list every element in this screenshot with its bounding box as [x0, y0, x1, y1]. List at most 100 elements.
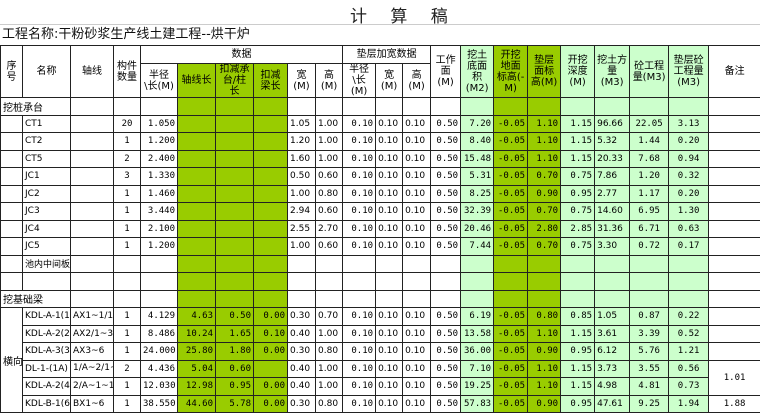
work-cell	[431, 273, 461, 291]
axis-len-cell	[178, 255, 216, 273]
header-pad-h: 高(M)	[403, 64, 431, 98]
concrete-cell: 0.72	[630, 238, 669, 256]
deduct-cap-cell	[216, 133, 254, 151]
work-cell: 0.50	[431, 325, 461, 343]
deduct-cap-cell: 1.65	[216, 325, 254, 343]
table-row: DL-1-(1A)1/A~2/1~1/224.4365.040.600.401.…	[1, 360, 760, 378]
cell	[376, 290, 403, 308]
pad-w-cell: 0.10	[376, 115, 403, 133]
seq-cell	[1, 185, 23, 203]
pad-w-cell: 0.10	[376, 220, 403, 238]
width-cell: 0.40	[288, 360, 316, 378]
table-row	[1, 273, 760, 291]
qty-cell: 2	[114, 360, 141, 378]
cell	[595, 98, 630, 116]
header-radius: 半径\长(M)	[141, 64, 178, 98]
header-height: 高(M)	[316, 64, 343, 98]
base-area-cell: 19.25	[461, 378, 494, 396]
work-cell: 0.50	[431, 133, 461, 151]
concrete-cell: 1.44	[630, 133, 669, 151]
table-row: 池内中间板(JC4)	[1, 255, 760, 273]
ground-elev-cell: -0.05	[494, 343, 528, 361]
cell	[595, 290, 630, 308]
qty-cell: 1	[114, 238, 141, 256]
width-cell: 1.00	[288, 238, 316, 256]
pad-r-cell: 0.10	[343, 378, 376, 396]
remark-cell	[709, 115, 760, 133]
header-qty: 构件数量	[114, 46, 141, 98]
height-cell	[316, 273, 343, 291]
work-cell: 0.50	[431, 150, 461, 168]
pad-elev-cell	[528, 273, 561, 291]
axis-cell	[71, 133, 114, 151]
pad-h-cell: 0.10	[403, 308, 431, 326]
radius-cell: 2.100	[141, 220, 178, 238]
pad-r-cell: 0.10	[343, 133, 376, 151]
deduct-beam-cell	[254, 238, 288, 256]
qty-cell: 1	[114, 378, 141, 396]
remark-cell	[709, 168, 760, 186]
header-data: 数据	[141, 46, 343, 64]
pad-h-cell: 0.10	[403, 133, 431, 151]
pad-concrete-cell: 3.13	[669, 115, 709, 133]
header-deduct-cap: 扣减承台/柱长	[216, 64, 254, 98]
earth-cell: 1.05	[595, 308, 630, 326]
qty-cell: 2	[114, 150, 141, 168]
axis-cell	[71, 115, 114, 133]
seq-cell	[1, 150, 23, 168]
name-cell: KDL-A-2(2A)	[23, 325, 71, 343]
header-earth: 挖土方量(M3)	[595, 46, 630, 98]
earth-cell: 3.61	[595, 325, 630, 343]
sheet-title: 计 算 稿	[350, 2, 457, 27]
pad-elev-cell: 0.70	[528, 203, 561, 221]
height-cell: 0.60	[316, 168, 343, 186]
depth-cell: 1.15	[561, 378, 595, 396]
cell	[288, 98, 316, 116]
cell	[403, 98, 431, 116]
depth-cell: 1.15	[561, 115, 595, 133]
concrete-cell: 5.76	[630, 343, 669, 361]
cell	[178, 98, 216, 116]
axis-len-cell: 10.24	[178, 325, 216, 343]
pad-w-cell: 0.10	[376, 325, 403, 343]
cell	[178, 290, 216, 308]
height-cell: 0.80	[316, 185, 343, 203]
header-seq: 序号	[1, 46, 23, 98]
axis-len-cell	[178, 185, 216, 203]
height-cell: 0.70	[316, 308, 343, 326]
qty-cell: 1	[114, 308, 141, 326]
pad-concrete-cell: 1.94	[669, 395, 709, 413]
remark-cell	[709, 273, 760, 291]
cell	[71, 98, 114, 116]
deduct-cap-cell	[216, 203, 254, 221]
width-cell: 1.00	[288, 185, 316, 203]
deduct-beam-cell: 0.00	[254, 308, 288, 326]
depth-cell	[561, 255, 595, 273]
name-cell: CT5	[23, 150, 71, 168]
cell	[494, 98, 528, 116]
pad-elev-cell: 1.10	[528, 360, 561, 378]
pad-elev-cell	[528, 255, 561, 273]
depth-cell: 1.15	[561, 325, 595, 343]
earth-cell: 20.33	[595, 150, 630, 168]
remark-cell	[709, 238, 760, 256]
work-cell: 0.50	[431, 395, 461, 413]
deduct-beam-cell: 0.00	[254, 395, 288, 413]
width-cell: 0.30	[288, 395, 316, 413]
work-cell	[431, 255, 461, 273]
width-cell: 0.40	[288, 378, 316, 396]
base-area-cell: 36.00	[461, 343, 494, 361]
pad-h-cell: 0.10	[403, 168, 431, 186]
name-cell: JC4	[23, 220, 71, 238]
earth-cell: 3.30	[595, 238, 630, 256]
header-pad-concrete: 垫层砼工程量(M3)	[669, 46, 709, 98]
pad-r-cell: 0.10	[343, 168, 376, 186]
concrete-cell: 1.17	[630, 185, 669, 203]
depth-cell: 0.75	[561, 238, 595, 256]
pad-concrete-cell: 0.73	[669, 378, 709, 396]
ground-elev-cell: -0.05	[494, 150, 528, 168]
width-cell: 0.30	[288, 308, 316, 326]
concrete-cell: 9.25	[630, 395, 669, 413]
